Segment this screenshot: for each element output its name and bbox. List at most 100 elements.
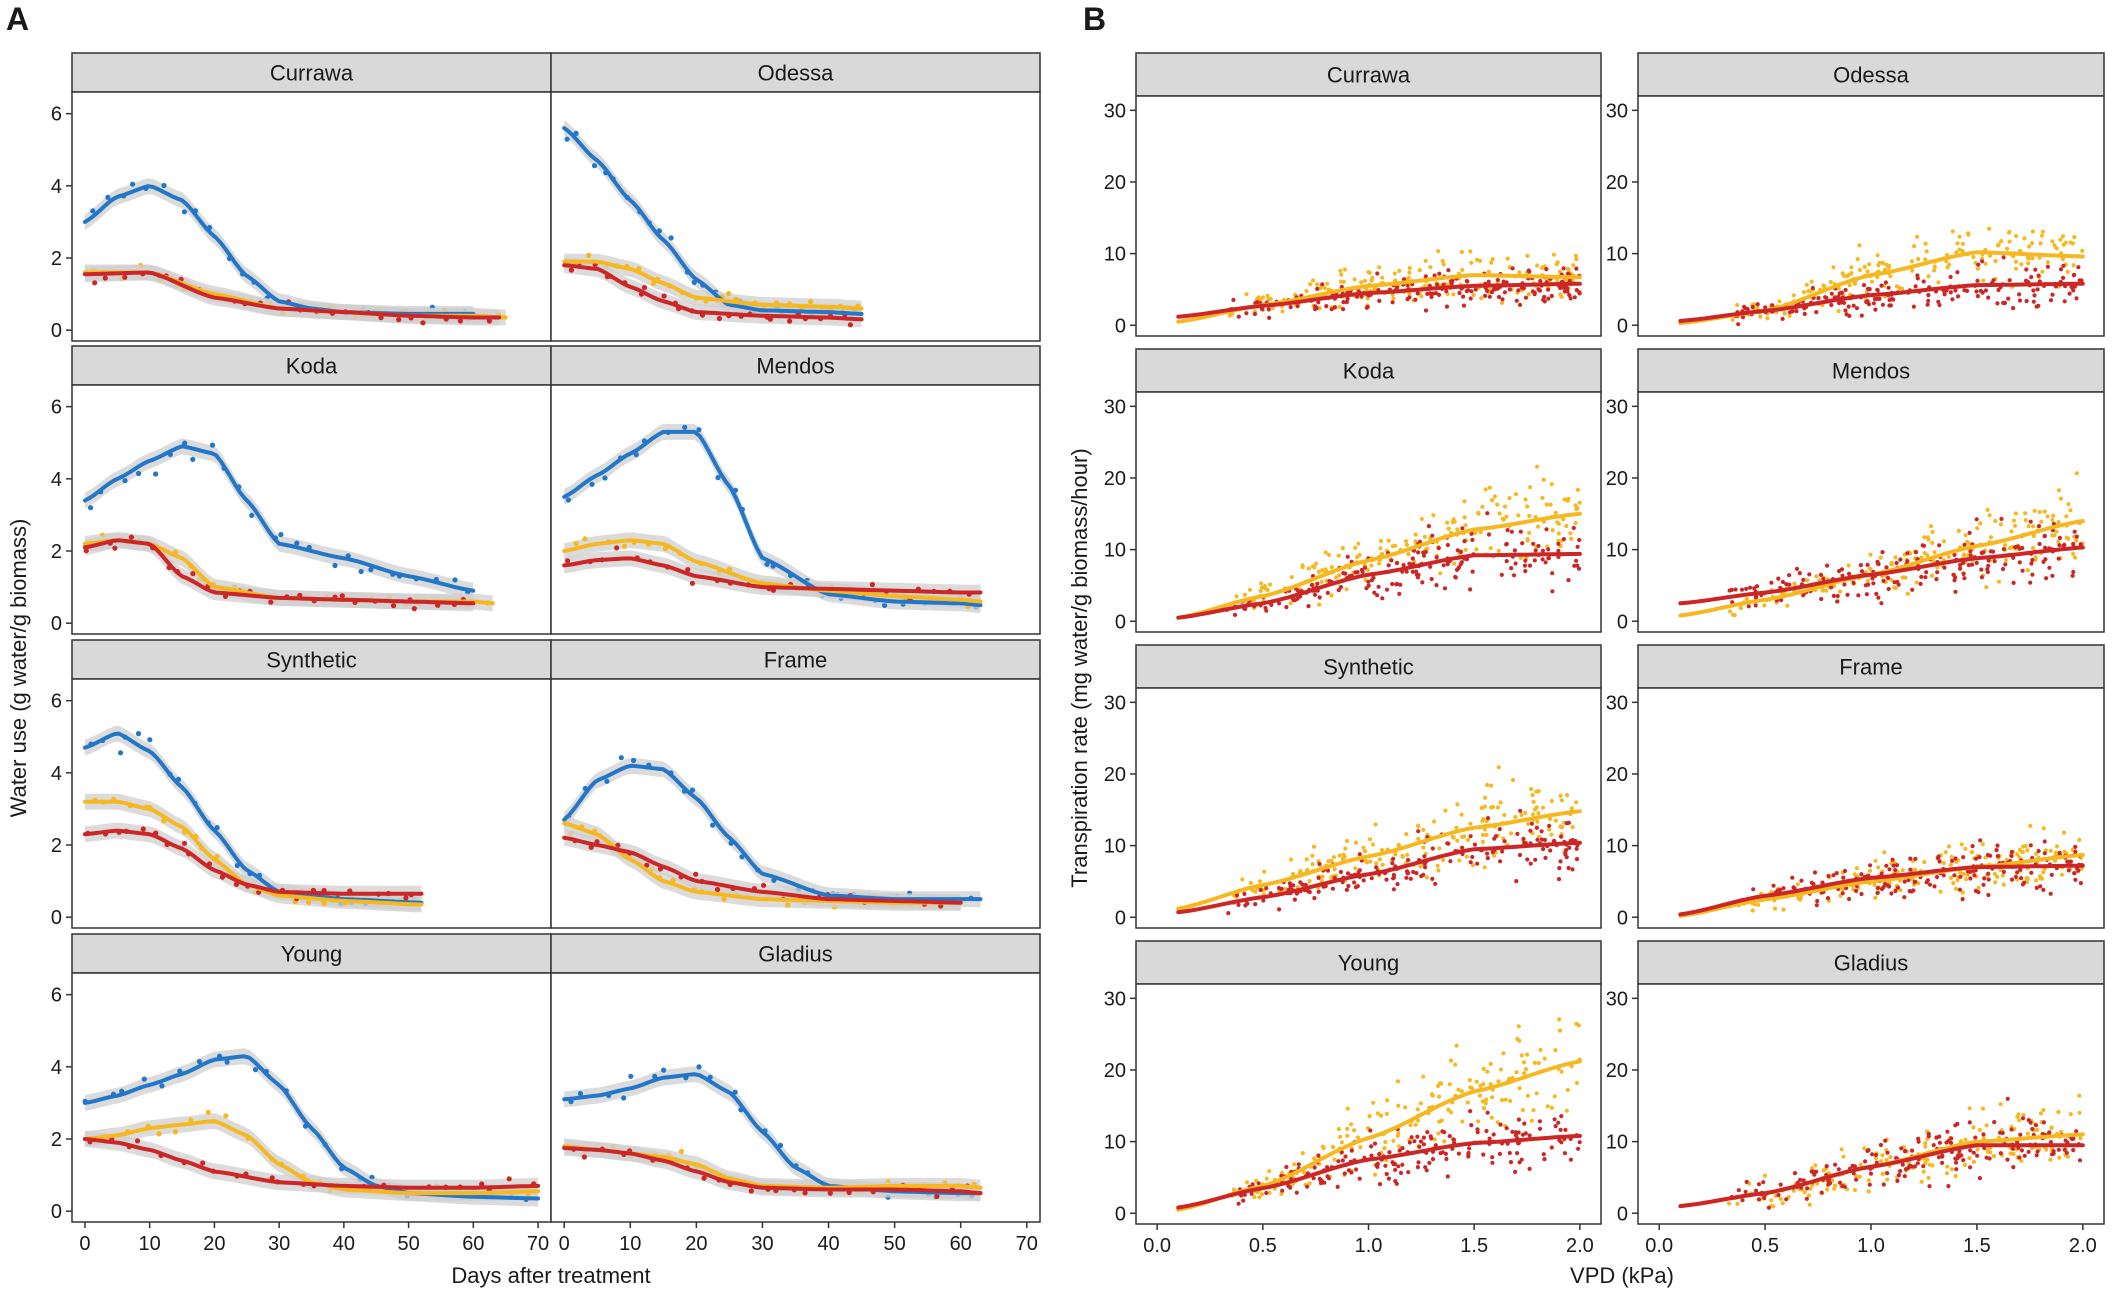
red-point [1941,873,1946,878]
red-point [1733,587,1738,592]
yellow-point [1795,882,1800,887]
red-point [1295,304,1300,309]
yellow-point [1963,1137,1968,1142]
red-point [1473,287,1478,292]
red-point [1415,1165,1420,1170]
red-point [1330,886,1335,891]
yellow-point [1912,244,1917,249]
yellow-point [2048,1157,2053,1162]
red-point [1523,558,1528,563]
x-tick-label: 30 [268,1233,290,1255]
yellow-point [1442,1139,1447,1144]
red-point [714,886,721,893]
yellow-point [2073,555,2078,560]
red-point [1992,559,1997,564]
x-tick-label: 20 [685,1233,707,1255]
yellow-point [1417,268,1422,273]
red-point [1475,861,1480,866]
red-point [1466,1152,1471,1157]
yellow-point [2032,508,2037,513]
plot-area [1678,471,2085,618]
red-point [2011,306,2016,311]
red-point [1377,1152,1382,1157]
yellow-point [1878,555,1883,560]
x-tick-label: 0.0 [1143,1235,1171,1257]
yellow-point [1777,299,1782,304]
red-fit-line [1176,551,1582,620]
yellow-point [1484,832,1489,838]
yellow-point [2007,239,2012,244]
yellow-point [1485,782,1490,788]
red-point [1852,1164,1858,1169]
facet-frame: Frame [550,639,1041,929]
yellow-point [2031,524,2036,529]
plot-border [550,384,1041,635]
red-point [1985,852,1991,858]
yellow-point [1393,852,1398,857]
red-point [396,317,402,323]
yellow-point [1455,527,1460,532]
yellow-point [1943,850,1948,855]
yellow-point [1750,908,1755,913]
red-point [2024,298,2029,304]
yellow-point [1762,603,1767,608]
red-point [1974,517,1979,522]
red-point [1887,884,1892,889]
red-point [1423,274,1428,279]
yellow-point [621,543,628,550]
yellow-point [1404,542,1409,548]
yellow-point [1531,812,1536,817]
red-point [1934,874,1940,880]
red-point [1780,316,1785,321]
red-point [190,571,196,577]
red-point [1433,1143,1438,1148]
red-point [1430,533,1435,538]
yellow-point [1962,552,1967,557]
red-point [2071,1148,2076,1153]
facet-title: Young [1338,951,1400,976]
red-point [411,606,417,612]
yellow-point [1953,886,1959,891]
yellow-confidence-band [564,1138,981,1196]
red-point [1362,565,1368,570]
red-point [1801,1178,1806,1183]
red-point [1468,1109,1473,1114]
y-tick-label: 20 [1104,1060,1126,1082]
yellow-point [1497,511,1502,516]
red-point [1416,829,1421,834]
y-tick-label: 0 [51,1201,62,1223]
red-point [1291,883,1296,888]
red-point [1375,1161,1380,1166]
red-point [1287,881,1292,886]
yellow-point [1353,545,1358,550]
red-point [827,1190,833,1196]
red-point [2076,265,2081,270]
yellow-point [1781,907,1786,912]
blue-point [696,1064,702,1070]
red-point [1442,1130,1447,1135]
plot-background [1638,688,2104,928]
red-point [1957,1153,1962,1158]
red-point [1887,297,1892,303]
blue-point [710,822,716,828]
red-point [2077,278,2082,283]
yellow-point [1932,550,1937,555]
yellow-point [1244,1180,1250,1185]
yellow-point [1279,1191,1284,1196]
yellow-point [1732,613,1737,618]
red-point [1522,1121,1527,1126]
red-point [1502,839,1507,844]
red-point [2032,293,2037,298]
red-point [1444,304,1450,309]
yellow-point [1568,531,1573,536]
red-point [1280,1188,1285,1193]
yellow-point [1944,1171,1950,1176]
red-point [1576,566,1582,571]
yellow-point [1805,578,1810,583]
facet-mendos: Mendos [550,345,1041,635]
red-point [1864,592,1869,597]
yellow-point [2038,241,2043,246]
red-point [1510,1129,1515,1134]
red-point [1521,836,1526,842]
yellow-point [1900,868,1905,873]
